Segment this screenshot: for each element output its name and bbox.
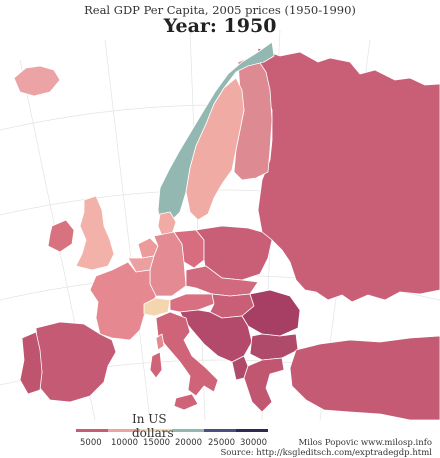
legend-tick-label: 10000	[111, 438, 139, 448]
year-label: Year: 1950	[163, 15, 277, 37]
region-italy-sardinia	[149, 351, 163, 379]
region-portugal	[19, 331, 43, 395]
region-france	[89, 261, 157, 341]
region-bulgaria	[249, 333, 299, 361]
meridian-line	[189, 29, 206, 421]
region-turkey	[289, 335, 440, 421]
legend-color-swatch	[140, 429, 172, 432]
legend-color-swatch	[236, 429, 268, 432]
legend-color-swatch	[172, 429, 204, 432]
legend-color-swatch	[76, 429, 108, 432]
legend-color-swatch	[108, 429, 140, 432]
legend-tick-label: 5000	[80, 438, 102, 448]
source-credit: Source: http://ksgleditsch.com/exptradeg…	[220, 448, 432, 458]
region-united-kingdom	[75, 195, 115, 271]
country-shapes	[13, 41, 440, 421]
region-austria	[169, 293, 215, 313]
region-romania	[241, 289, 301, 337]
legend-tick-label: 25000	[208, 438, 236, 448]
legend-tick-label: 30000	[240, 438, 268, 448]
legend-tick-label: 20000	[175, 438, 203, 448]
region-ireland	[47, 219, 75, 253]
legend-title: In US dollars	[132, 412, 174, 440]
region-italy-sicily	[173, 393, 199, 411]
map-title: Real GDP Per Capita, 2005 prices (1950-1…	[84, 3, 356, 17]
legend-colorbar	[76, 429, 268, 432]
region-france-corsica	[155, 333, 165, 351]
region-italy	[155, 311, 219, 397]
region-soviet-union	[257, 47, 440, 303]
legend-color-swatch	[204, 429, 236, 432]
author-credit: Milos Popovic www.milosp.info	[298, 438, 432, 448]
region-yugoslavia	[179, 309, 253, 363]
legend-tick-label: 15000	[143, 438, 171, 448]
region-iceland	[13, 65, 61, 97]
region-switzerland	[143, 297, 171, 317]
region-greece	[243, 357, 285, 413]
region-poland	[195, 225, 273, 281]
meridian-line	[104, 39, 151, 421]
region-sweden	[185, 77, 245, 221]
